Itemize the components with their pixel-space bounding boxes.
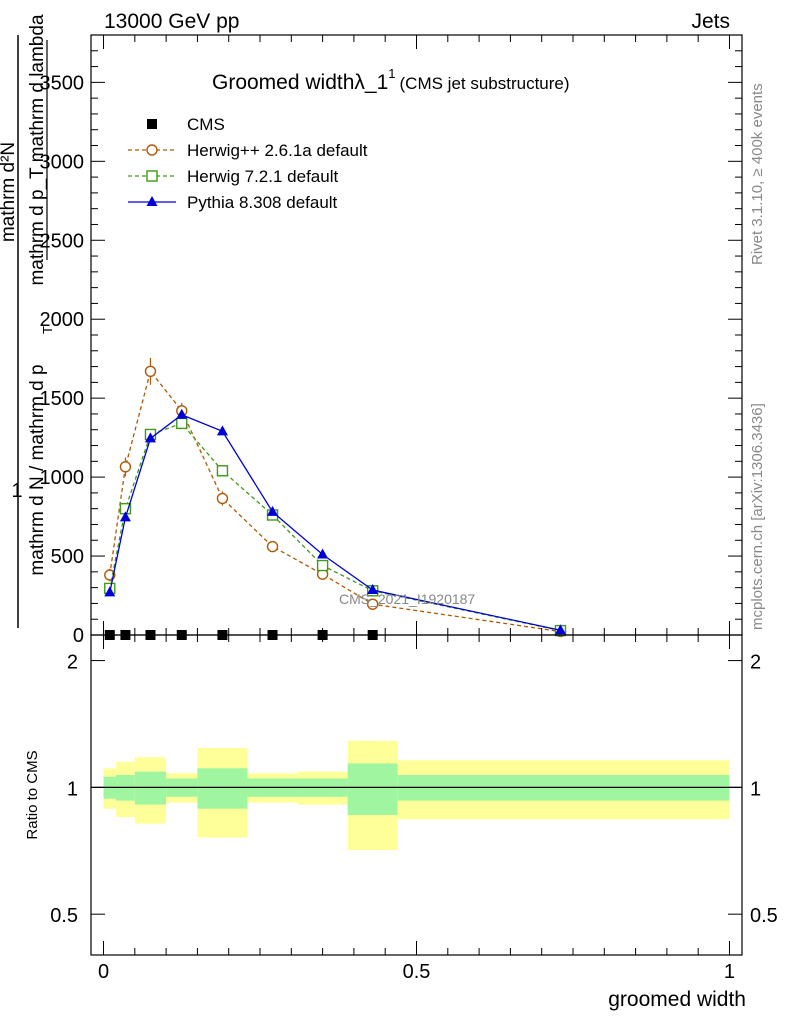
main-y-tick-label: 1000 [40, 467, 85, 489]
legend-label: Pythia 8.308 default [187, 193, 338, 212]
x-tick-label: 0.5 [403, 961, 431, 983]
data-point [119, 511, 131, 522]
analysis-watermark: CMS_2021_I1920187 [339, 591, 475, 607]
ratio-band-inner [134, 771, 167, 805]
process-label: Jets [691, 10, 730, 33]
ratio-y-tick-label: 2 [67, 652, 78, 674]
chart-title-subtitle: (CMS jet substructure) [400, 74, 570, 93]
main-y-tick-label: 1500 [40, 388, 85, 410]
legend-marker [146, 196, 158, 206]
series-line-pythia-8-308-default [109, 413, 561, 631]
data-point [367, 584, 379, 594]
data-point [144, 365, 157, 378]
main-panel: 0 500 1000 1500 2000 2500 3000 3500 [40, 34, 743, 647]
ratio-y-tick-label-right: 2 [750, 652, 761, 674]
ratio-band-inner [197, 768, 248, 809]
legend-entry: Herwig 7.2.1 default [128, 167, 338, 186]
main-y-tick-label: 3000 [40, 151, 85, 173]
ratio-y-tick-label: 0.5 [50, 905, 78, 927]
ratio-ticks: 0.5 0.5 1 1 2 2 0 0.5 1 [50, 635, 778, 983]
data-point [316, 559, 329, 572]
y-label-numerator-1: mathrm d²N [0, 142, 19, 242]
chart-title-main: Groomed widthλ_1 [212, 71, 388, 94]
legend-marker [147, 119, 157, 129]
x-axis-label: groomed width [608, 988, 746, 1011]
chart-title-superscript: 1 [388, 66, 395, 81]
energy-label: 13000 GeV pp [104, 10, 239, 33]
data-point [104, 586, 116, 597]
series-line-herwig-7-2-1-default [109, 422, 561, 632]
ratio-bands [103, 740, 730, 851]
ratio-y-tick-label: 1 [67, 778, 78, 800]
series-pythia-8-308-default [104, 408, 566, 635]
main-y-tick-label: 2500 [40, 230, 85, 252]
legend-label: Herwig 7.2.1 default [187, 167, 338, 186]
legend: CMS Herwig++ 2.6.1a default Herwig 7.2.1 d… [128, 115, 368, 212]
data-point [144, 432, 156, 443]
x-tick-label: 1 [724, 961, 735, 983]
data-point [176, 417, 188, 430]
y-label-denominator-1: mathrm d N / mathrm d p [27, 364, 48, 575]
main-ticks: 0 500 1000 1500 2000 2500 3000 3500 [40, 35, 742, 647]
ratio-y-tick-label-right: 1 [750, 778, 761, 800]
data-point [554, 624, 566, 635]
series-line-herwig-2-6-1a-default [109, 369, 561, 633]
ratio-y-tick-label-right: 0.5 [750, 905, 778, 927]
data-point [317, 548, 329, 559]
main-y-tick-label: 3500 [40, 72, 85, 94]
legend-label: Herwig++ 2.6.1a default [187, 141, 368, 160]
legend-label: CMS [187, 115, 225, 134]
data-point [216, 492, 229, 505]
series-herwig-7-2-1-default [104, 417, 567, 637]
ratio-panel: 0.5 0.5 1 1 2 2 0 0.5 1 [50, 634, 778, 983]
y-label-denominator-2: T [40, 326, 55, 334]
legend-entry: Pythia 8.308 default [128, 193, 338, 212]
mcplots-label: mcplots.cern.ch [arXiv:1306.3436] [749, 403, 766, 630]
legend-marker [146, 144, 158, 156]
data-point [216, 465, 229, 477]
data-point [176, 408, 188, 419]
y-label-numerator-2: mathrm d p_T mathrm d lambda [27, 14, 48, 285]
data-point [366, 598, 379, 610]
ratio-band-inner [347, 763, 398, 815]
main-y-axis-label: 1 mathrm d²N mathrm d p_T mathrm d lambd… [0, 14, 55, 628]
ratio-y-label: Ratio to CMS [24, 750, 41, 839]
data-point [266, 540, 279, 553]
main-series-layer [104, 357, 567, 640]
x-tick-label: 0 [98, 961, 109, 983]
y-label-prefix: 1 [11, 480, 22, 502]
legend-entry: CMS [147, 115, 225, 134]
data-point [216, 425, 228, 436]
data-point [119, 461, 132, 473]
series-herwig-2-6-1a-default [104, 357, 567, 638]
chart-title: Groomed widthλ_11 (CMS jet substructure) [212, 66, 570, 94]
data-point [267, 505, 279, 516]
legend-entry: Herwig++ 2.6.1a default [128, 141, 368, 160]
rivet-label: Rivet 3.1.10, ≥ 400k events [749, 83, 766, 265]
main-y-tick-label: 0 [73, 625, 84, 647]
main-y-tick-label: 2000 [40, 309, 85, 331]
main-y-tick-label: 500 [51, 546, 84, 568]
legend-marker [146, 170, 158, 182]
